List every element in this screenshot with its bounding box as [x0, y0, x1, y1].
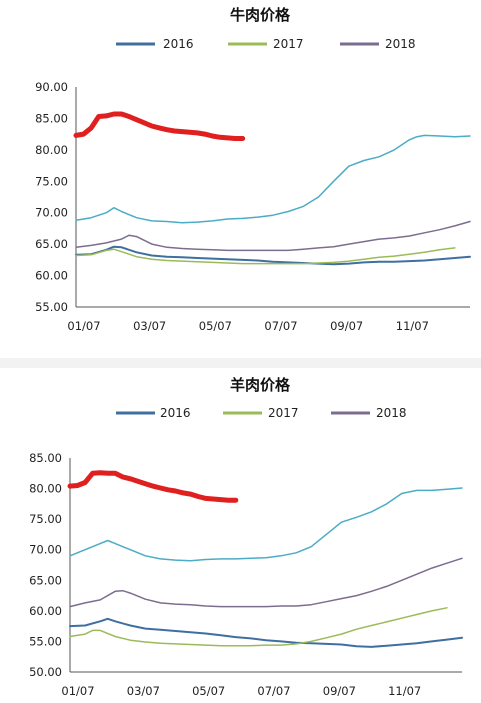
y-tick-label: 55.00: [35, 300, 68, 314]
x-tick-label: 01/07: [67, 319, 100, 333]
series-lines: [67, 470, 463, 648]
legend-label-2017: 2017: [273, 37, 304, 51]
legend: 2016 2017 2018: [116, 37, 416, 51]
series-line-unlabeled-3: [75, 134, 471, 224]
series-line-unlabeled-3: [69, 487, 463, 562]
x-tick-label: 05/07: [192, 684, 225, 698]
mutton-price-chart: 羊肉价格 2016 2017 2018 50.00 55.00 60.00 65.00…: [29, 376, 463, 698]
beef-price-chart: 牛肉价格 2016 2017 2018 55.00 60.00 65.00 70.00…: [35, 6, 471, 333]
x-tick-label: 03/07: [127, 684, 160, 698]
legend-label-2016: 2016: [160, 406, 191, 420]
legend-label-2018: 2018: [376, 406, 407, 420]
y-tick-labels: 50.00 55.00 60.00 65.00 70.00 75.00 80.00 85.00: [29, 451, 62, 679]
x-tick-label: 01/07: [61, 684, 94, 698]
x-tick-label: 11/07: [396, 319, 429, 333]
chart-title: 牛肉价格: [230, 6, 291, 24]
series-lines: [73, 111, 471, 266]
y-tick-label: 60.00: [29, 604, 62, 618]
y-tick-label: 50.00: [29, 665, 62, 679]
legend-label-2016: 2016: [163, 37, 194, 51]
x-tick-label: 09/07: [323, 684, 356, 698]
chart-title: 羊肉价格: [230, 376, 291, 394]
x-tick-label: 09/07: [330, 319, 363, 333]
y-tick-label: 55.00: [29, 634, 62, 648]
series-line-2017: [75, 247, 456, 265]
series-line-2016: [69, 617, 463, 648]
y-tick-label: 70.00: [29, 543, 62, 557]
y-tick-label: 75.00: [35, 174, 68, 188]
x-tick-label: 05/07: [199, 319, 232, 333]
y-tick-label: 85.00: [29, 451, 62, 465]
legend-label-2018: 2018: [385, 37, 416, 51]
series-line-2016: [75, 245, 471, 266]
y-tick-label: 65.00: [35, 237, 68, 251]
series-line-unlabeled-4: [73, 111, 246, 141]
y-tick-label: 80.00: [35, 143, 68, 157]
series-line-2018: [69, 557, 463, 608]
legend-label-2017: 2017: [268, 406, 299, 420]
x-tick-label: 03/07: [133, 319, 166, 333]
y-tick-label: 90.00: [35, 80, 68, 94]
x-tick-labels: 01/07 03/07 05/07 07/07 09/07 11/07: [67, 319, 428, 333]
x-tick-label: 11/07: [388, 684, 421, 698]
series-line-2017: [69, 607, 448, 647]
x-tick-label: 07/07: [257, 684, 290, 698]
y-tick-label: 85.00: [35, 111, 68, 125]
y-tick-label: 70.00: [35, 206, 68, 220]
y-tick-label: 65.00: [29, 573, 62, 587]
y-tick-label: 75.00: [29, 512, 62, 526]
series-line-unlabeled-4: [67, 470, 239, 503]
x-tick-labels: 01/07 03/07 05/07 07/07 09/07 11/07: [61, 684, 421, 698]
legend: 2016 2017 2018: [116, 406, 407, 420]
series-line-2018: [75, 220, 471, 252]
y-tick-label: 60.00: [35, 269, 68, 283]
chart-divider: [0, 358, 481, 368]
y-tick-labels: 55.00 60.00 65.00 70.00 75.00 80.00 85.00 90.00: [35, 80, 68, 314]
x-tick-label: 07/07: [264, 319, 297, 333]
y-tick-label: 80.00: [29, 482, 62, 496]
